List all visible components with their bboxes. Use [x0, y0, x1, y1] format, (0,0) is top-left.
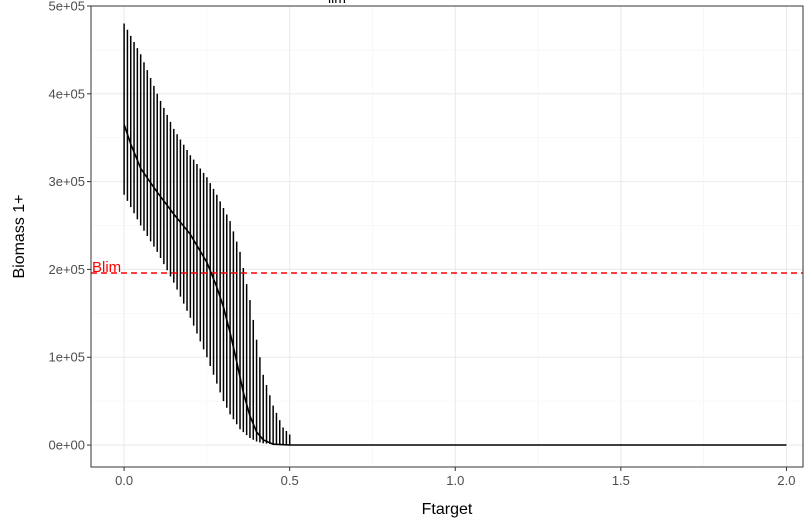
interval-bars	[123, 23, 291, 446]
median-layer	[123, 124, 787, 446]
y-tick-label: 0e+00	[48, 438, 85, 453]
y-tick-label: 3e+05	[48, 174, 85, 189]
x-tick-label: 0.0	[115, 473, 133, 488]
y-axis-ticks: 0e+00 1e+05 2e+05 3e+05 4e+05 5e+05	[48, 0, 91, 453]
y-axis-title: Biomass 1+	[11, 194, 28, 278]
x-tick-label: 1.0	[446, 473, 464, 488]
panel-border	[90, 5, 804, 468]
x-tick-label: 1.5	[612, 473, 630, 488]
x-axis-ticks: 0.0 0.5 1.0 1.5 2.0	[115, 467, 795, 488]
y-tick-label: 2e+05	[48, 262, 85, 277]
blim-label: Blim	[92, 259, 121, 276]
x-tick-label: 0.5	[281, 473, 299, 488]
x-tick-label: 2.0	[777, 473, 795, 488]
x-axis-title: Ftarget	[422, 501, 473, 518]
grid-layer	[91, 5, 803, 467]
y-tick-label: 4e+05	[48, 86, 85, 101]
median-line	[123, 124, 787, 446]
y-tick-label: 5e+05	[48, 0, 85, 14]
chart-title: lim	[328, 0, 346, 6]
y-tick-label: 1e+05	[48, 350, 85, 365]
